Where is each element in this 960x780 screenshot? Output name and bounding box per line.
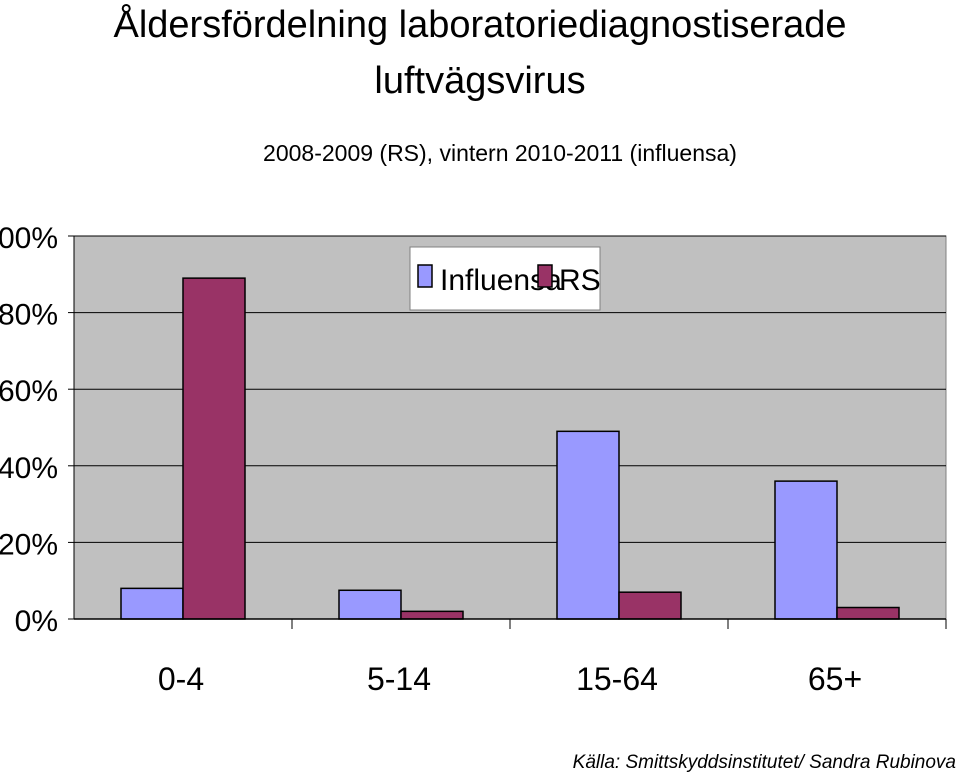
bar-rs-0-4 <box>182 277 246 620</box>
chart-title-line2: luftvägsvirus <box>374 60 586 102</box>
y-tick-label: 100% <box>0 222 58 255</box>
x-tick-label: 65+ <box>808 661 862 697</box>
x-tick-label: 15-64 <box>576 661 658 697</box>
bar-influensa-15-64 <box>556 430 620 620</box>
chart-title-line1: Åldersfördelning laboratoriediagnostiser… <box>113 4 847 46</box>
y-tick-label: 0% <box>15 605 58 638</box>
y-tick-label: 40% <box>0 452 58 485</box>
bar-rs-5-14 <box>400 610 464 620</box>
bar-rs-15-64 <box>618 591 682 620</box>
y-tick-label: 80% <box>0 299 58 332</box>
legend-swatch-influensa <box>417 264 433 288</box>
bar-influensa-0-4 <box>120 587 184 620</box>
legend-swatch-rs <box>537 264 553 288</box>
legend-label-rs: RS <box>559 264 601 297</box>
chart-subtitle: 2008-2009 (RS), vintern 2010-2011 (influ… <box>263 140 737 166</box>
x-tick-label: 0-4 <box>158 661 204 697</box>
legend-box <box>409 246 601 311</box>
legend: Influensa RS <box>409 246 601 311</box>
bar-influensa-65+ <box>774 480 838 620</box>
bar-influensa-5-14 <box>338 589 402 620</box>
y-tick-label: 60% <box>0 375 58 408</box>
bar-rs-65+ <box>836 606 900 620</box>
source-note: Källa: Smittskyddsinstitutet/ Sandra Rub… <box>572 752 956 773</box>
y-tick-label: 20% <box>0 528 58 561</box>
x-tick-label: 5-14 <box>367 661 431 697</box>
